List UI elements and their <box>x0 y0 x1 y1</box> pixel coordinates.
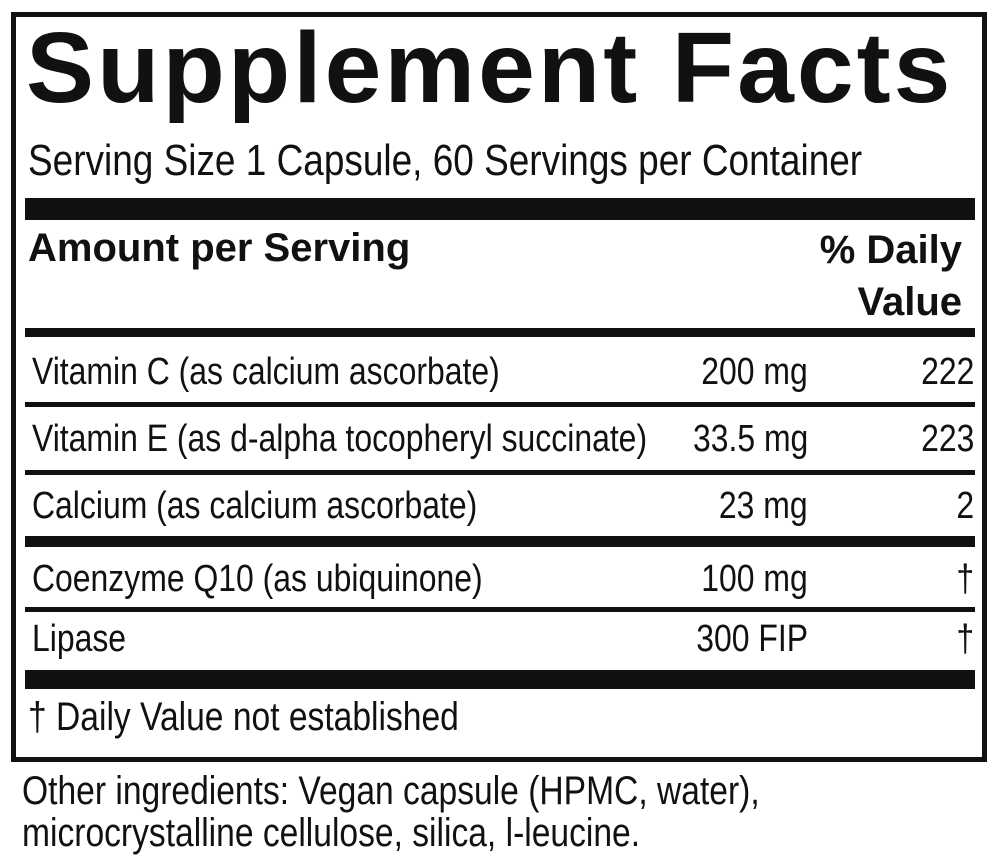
nutrient-name: Coenzyme Q10 (as ubiquinone) <box>32 558 483 600</box>
other-ingredients-line1: Other ingredients: Vegan capsule (HPMC, … <box>22 769 760 813</box>
section-divider <box>25 536 975 547</box>
nutrient-amount: 33.5 mg <box>692 418 808 460</box>
nutrient-name: Lipase <box>32 618 127 660</box>
nutrient-daily-value: † <box>956 618 974 660</box>
nutrient-daily-value: 223 <box>920 418 974 460</box>
serving-size: Serving Size 1 Capsule, 60 Servings per … <box>28 136 863 185</box>
thick-divider <box>25 198 975 220</box>
nutrient-amount: 300 FIP <box>696 618 808 660</box>
nutrient-amount: 23 mg <box>719 485 808 527</box>
row-divider <box>25 402 975 407</box>
footnote: † Daily Value not established <box>28 695 459 739</box>
row-divider <box>25 470 975 475</box>
nutrient-daily-value: † <box>956 558 974 600</box>
nutrient-amount: 200 mg <box>701 351 808 393</box>
amount-per-serving-header: Amount per Serving <box>28 226 411 270</box>
nutrient-name: Vitamin E (as d-alpha tocopheryl succina… <box>32 418 648 460</box>
panel-title: Supplement Facts <box>26 12 954 124</box>
other-ingredients-line2: microcrystalline cellulose, silica, l-le… <box>22 811 641 855</box>
thick-divider <box>25 670 975 689</box>
daily-value-header-line1: % Daily <box>819 228 962 272</box>
nutrient-name: Calcium (as calcium ascorbate) <box>32 485 478 527</box>
row-divider <box>25 607 975 612</box>
nutrient-daily-value: 222 <box>920 351 974 393</box>
nutrient-amount: 100 mg <box>701 558 808 600</box>
header-divider <box>25 328 975 337</box>
nutrient-name: Vitamin C (as calcium ascorbate) <box>32 351 500 393</box>
nutrient-daily-value: 2 <box>956 485 974 527</box>
supplement-facts-panel <box>11 12 987 762</box>
daily-value-header-line2: Value <box>857 280 962 324</box>
